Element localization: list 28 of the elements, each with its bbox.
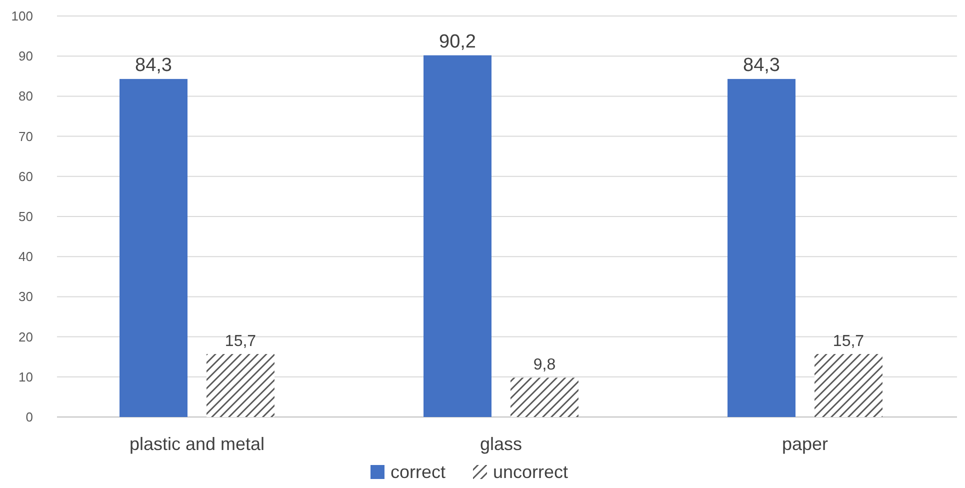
data-label: 84,3 <box>135 54 172 76</box>
bar <box>120 78 188 417</box>
y-tick-label: 100 <box>11 8 33 24</box>
bar <box>510 378 578 417</box>
data-label: 15,7 <box>224 333 256 350</box>
x-tick-label: glass <box>480 434 522 454</box>
y-tick-label: 20 <box>18 329 33 344</box>
y-tick-label: 70 <box>18 128 33 144</box>
y-tick-label: 50 <box>18 209 33 224</box>
y-tick-label: 60 <box>18 168 33 184</box>
data-label: 84,3 <box>743 54 780 76</box>
data-label: 15,7 <box>832 333 864 350</box>
legend-label: uncorrect <box>493 462 568 482</box>
bar <box>814 354 882 417</box>
bar <box>206 354 274 417</box>
x-tick-label: plastic and metal <box>129 434 265 454</box>
bar <box>424 55 492 417</box>
y-tick-label: 0 <box>26 410 33 424</box>
y-tick-label: 10 <box>18 369 33 384</box>
y-tick-label: 80 <box>18 88 33 104</box>
x-tick-label: paper <box>782 434 828 454</box>
y-tick-label: 90 <box>18 48 33 64</box>
legend-label: correct <box>390 462 446 482</box>
y-tick-label: 30 <box>18 289 33 304</box>
data-label: 9,8 <box>533 356 556 374</box>
y-tick-label: 40 <box>18 249 33 264</box>
bar <box>728 78 796 417</box>
data-label: 90,2 <box>439 31 476 52</box>
